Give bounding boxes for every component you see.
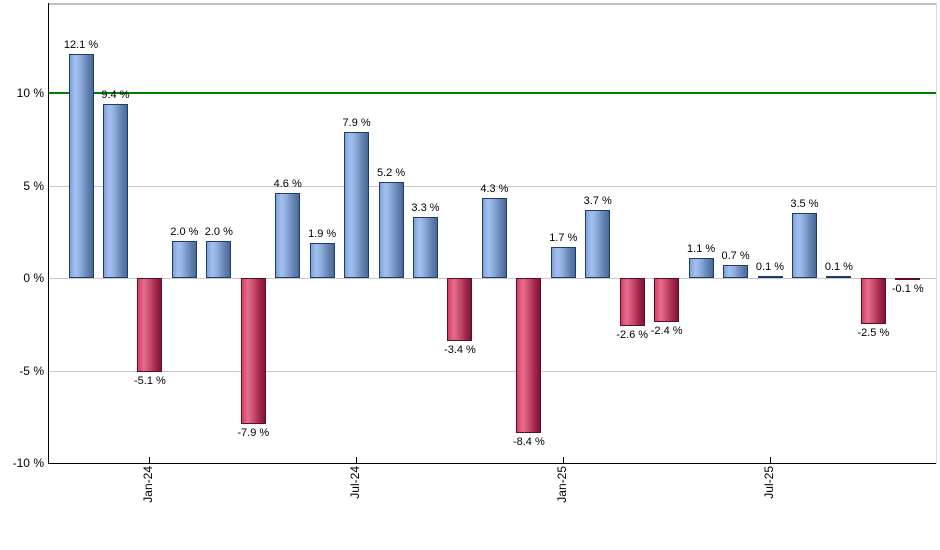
bar [585, 209, 611, 278]
bar [619, 278, 645, 327]
y-axis-tick-label: -5 % [19, 363, 44, 378]
y-axis-tick-label: -10 % [12, 456, 44, 470]
bar-value-label: 4.6 % [273, 177, 302, 190]
bar [826, 276, 852, 279]
bar [240, 278, 266, 425]
bar [516, 278, 542, 434]
bar-value-label: -2.4 % [650, 325, 683, 338]
bar [654, 278, 680, 323]
bar [344, 131, 370, 278]
bar [206, 241, 232, 278]
x-axis-tick [149, 457, 151, 463]
bar-value-label: 3.7 % [583, 194, 612, 207]
bar-value-label: 1.9 % [308, 227, 337, 240]
x-axis-tick-label: Jul-24 [348, 466, 363, 499]
y-axis-tick-label: 0 % [23, 271, 44, 285]
plot-top-border [49, 3, 937, 5]
bar-value-label: 1.1 % [687, 242, 716, 255]
bar-value-label: 4.3 % [480, 183, 509, 196]
bar-value-label: 9.4 % [101, 89, 130, 102]
y-axis-tick-label: 5 % [23, 178, 44, 193]
bar [550, 246, 576, 278]
bar-value-label: 12.1 % [63, 39, 99, 52]
gridline [49, 370, 936, 372]
bar [275, 192, 301, 278]
x-axis-tick [769, 457, 771, 463]
bar-value-label: 0.1 % [824, 261, 853, 274]
x-axis-tick [562, 457, 564, 463]
bar-value-label: 3.3 % [411, 201, 440, 214]
bar-value-label: 7.9 % [342, 116, 371, 129]
bar [171, 241, 197, 278]
bar-value-label: -8.4 % [512, 436, 545, 449]
bar [723, 265, 749, 278]
bar-value-label: -7.9 % [237, 427, 270, 440]
bar [447, 278, 473, 341]
bar-value-label: 1.7 % [549, 231, 578, 244]
bar [895, 278, 921, 280]
bar [68, 54, 94, 278]
bar [688, 257, 714, 278]
gridline [49, 278, 936, 279]
bar-value-label: -5.1 % [133, 375, 166, 388]
bar [413, 216, 438, 278]
bar [791, 213, 817, 278]
bar-value-label: 2.0 % [204, 226, 233, 238]
bar-value-label: -2.5 % [857, 327, 890, 340]
x-axis-tick-label: Jan-25 [554, 466, 569, 503]
x-axis-line [48, 463, 937, 464]
bar [481, 198, 507, 278]
bar [137, 278, 163, 373]
plot-right-border [936, 3, 937, 464]
bar-value-label: 3.5 % [790, 198, 819, 211]
bar [378, 181, 404, 278]
x-axis-tick-label: Jan-24 [141, 466, 156, 503]
bar-value-label: 0.1 % [755, 261, 785, 274]
bar-value-label: -3.4 % [444, 343, 476, 356]
bar [102, 104, 128, 278]
bar-value-label: 0.7 % [721, 250, 750, 263]
y-axis-tick-label: 10 % [16, 86, 44, 100]
bar [757, 276, 783, 279]
bar-value-label: -0.1 % [891, 282, 924, 295]
bar [860, 278, 886, 325]
y-axis-line [48, 3, 49, 464]
threshold-line [49, 92, 936, 94]
gridline [49, 185, 936, 187]
bar-value-label: 5.2 % [376, 166, 406, 179]
bar [309, 242, 335, 278]
bar-value-label: 2.0 % [170, 226, 199, 238]
x-axis-tick [356, 457, 358, 463]
x-axis-tick-label: Jul-25 [761, 466, 776, 499]
bar-value-label: -2.6 % [616, 329, 649, 342]
